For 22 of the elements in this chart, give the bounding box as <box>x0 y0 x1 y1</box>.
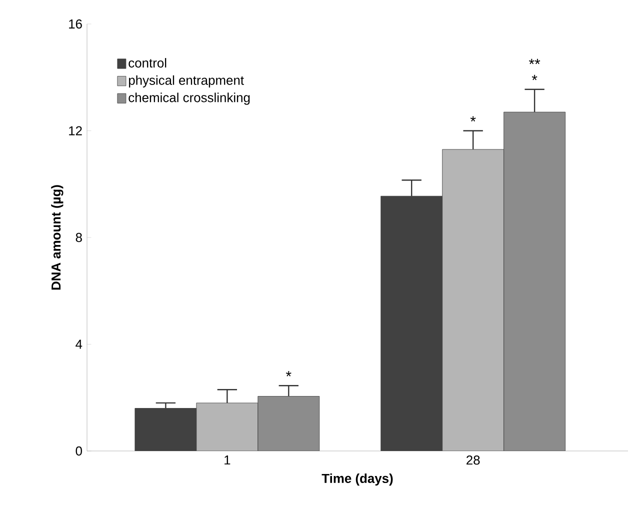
bar <box>380 196 443 451</box>
x-axis-title: Time (days) <box>322 473 393 486</box>
annotation: ** <box>528 58 540 64</box>
y-tick-label: 0 <box>76 446 82 456</box>
bar <box>442 149 504 451</box>
annotation: * <box>532 74 538 80</box>
legend-label: physical entrapment <box>128 75 244 88</box>
legend-label: chemical crosslinking <box>128 92 250 105</box>
x-tick-label: 28 <box>466 455 480 465</box>
bar <box>134 408 197 451</box>
x-tick-label: 1 <box>224 456 230 464</box>
y-axis-title: DNA amount (µg) <box>51 185 64 290</box>
legend-label: control <box>128 58 166 68</box>
annotation: * <box>286 371 292 376</box>
bar <box>196 402 258 451</box>
bar <box>258 396 320 451</box>
y-tick-label: 16 <box>69 19 82 29</box>
y-tick-label: 12 <box>69 126 82 136</box>
bar <box>504 112 566 451</box>
y-tick-label: 8 <box>76 232 82 242</box>
annotation: * <box>470 116 476 122</box>
y-tick-label: 4 <box>76 340 82 349</box>
